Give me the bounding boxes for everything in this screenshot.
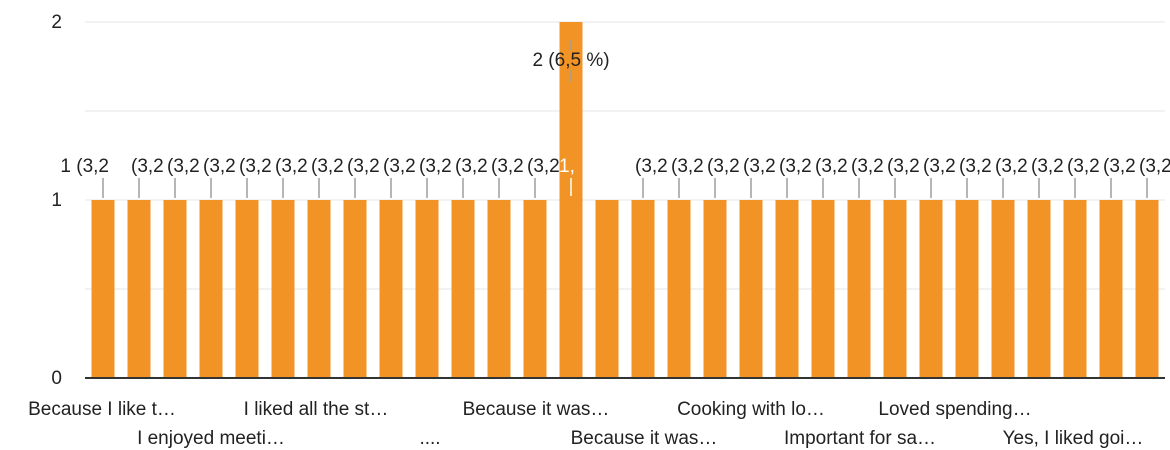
- x-tick-label: ....: [419, 428, 440, 449]
- data-label: (3,2: [635, 156, 668, 177]
- data-label: (3,2: [923, 156, 956, 177]
- data-label: (3,2: [1139, 156, 1170, 177]
- x-tick-label: I liked all the st…: [244, 399, 389, 420]
- bar: [883, 200, 907, 378]
- bar: [1027, 200, 1051, 378]
- bar: [523, 200, 547, 378]
- bar: [955, 200, 979, 378]
- bar: [271, 200, 295, 378]
- data-label: (3,2: [779, 156, 812, 177]
- bar: [631, 200, 655, 378]
- data-label: (3,2: [1031, 156, 1064, 177]
- bar: [703, 200, 727, 378]
- bar: [991, 200, 1015, 378]
- data-label: (3,2: [239, 156, 272, 177]
- bar: [811, 200, 835, 378]
- data-label: (3,2: [275, 156, 308, 177]
- bar: [1135, 200, 1159, 378]
- data-label: (3,2: [347, 156, 380, 177]
- bar: [559, 22, 583, 378]
- data-label: (3,2: [167, 156, 200, 177]
- bar: [667, 200, 691, 378]
- data-label: (3,2: [311, 156, 344, 177]
- x-tick-label: Yes, I liked goi…: [1003, 428, 1144, 449]
- bar: [919, 200, 943, 378]
- bar: [199, 200, 223, 378]
- data-label: (3,2: [743, 156, 776, 177]
- data-label: (3,2: [1103, 156, 1136, 177]
- data-label: (3,2: [455, 156, 488, 177]
- bar: [415, 200, 439, 378]
- y-tick-label: 1: [51, 190, 62, 211]
- y-tick-label: 0: [51, 368, 62, 389]
- x-tick-label: Because it was…: [463, 399, 610, 420]
- data-label: (3,2: [383, 156, 416, 177]
- x-tick-label: Because I like t…: [28, 399, 176, 420]
- bar: [775, 200, 799, 378]
- bar: [595, 200, 619, 378]
- bar: [739, 200, 763, 378]
- data-label: (3,2: [527, 156, 560, 177]
- bar: [307, 200, 331, 378]
- data-label: 1 (3,2: [60, 156, 109, 177]
- bar: [847, 200, 871, 378]
- bar: [451, 200, 475, 378]
- data-label: 2 (6,5 %): [532, 50, 609, 71]
- bar: [235, 200, 259, 378]
- data-label: (3,2: [707, 156, 740, 177]
- x-tick-label: I enjoyed meeti…: [137, 428, 285, 449]
- data-label: (3,2: [203, 156, 236, 177]
- y-tick-label: 2: [51, 12, 62, 33]
- bar: [379, 200, 403, 378]
- bar: [343, 200, 367, 378]
- data-label: (3,2: [131, 156, 164, 177]
- data-label: (3,2: [419, 156, 452, 177]
- x-tick-label: Cooking with lo…: [677, 399, 825, 420]
- bar: [91, 200, 115, 378]
- data-label: (3,2: [851, 156, 884, 177]
- bar: [127, 200, 151, 378]
- bar: [487, 200, 511, 378]
- data-label: (3,2: [1067, 156, 1100, 177]
- bar: [1063, 200, 1087, 378]
- bar: [163, 200, 187, 378]
- x-tick-label: Important for sa…: [784, 428, 936, 449]
- data-label: 1,: [559, 156, 575, 177]
- data-label: (3,2: [887, 156, 920, 177]
- data-label: (3,2: [671, 156, 704, 177]
- data-label: (3,2: [959, 156, 992, 177]
- data-label: (3,2: [995, 156, 1028, 177]
- x-tick-label: Loved spending…: [878, 399, 1031, 420]
- data-label: (3,2: [491, 156, 524, 177]
- x-tick-label: Because it was…: [571, 428, 718, 449]
- data-label: (3,2: [815, 156, 848, 177]
- bar: [1099, 200, 1123, 378]
